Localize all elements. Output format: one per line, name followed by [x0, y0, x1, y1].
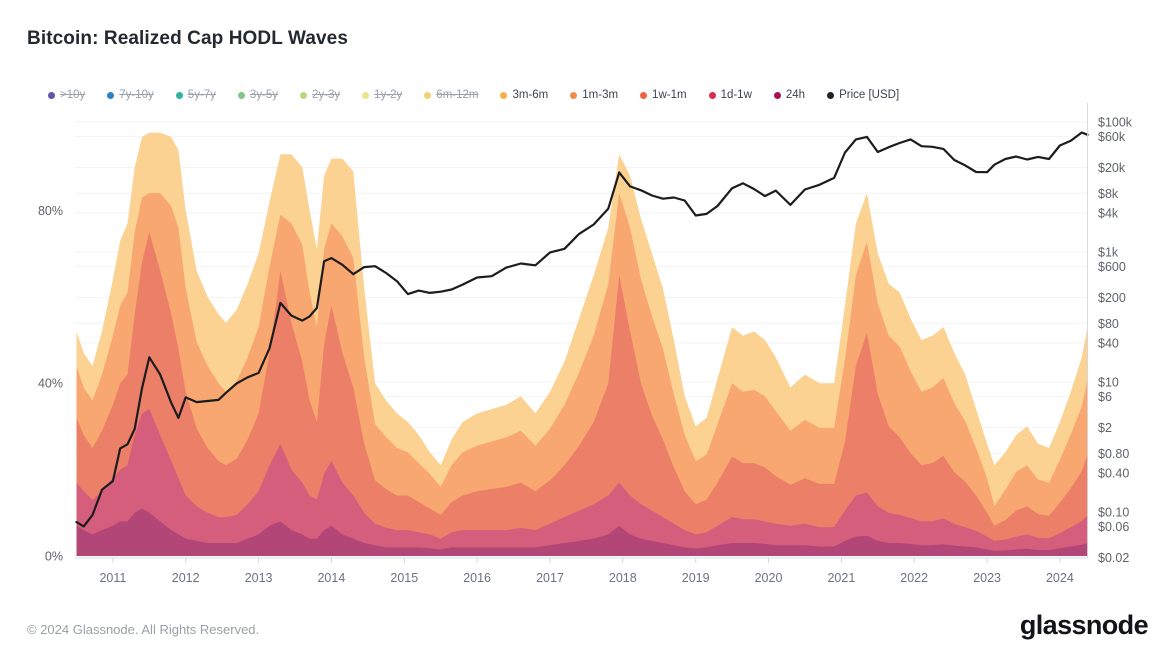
- right-axis-tick-label: $0.06: [1098, 520, 1129, 534]
- area-band-1d-1w: [76, 409, 1088, 556]
- legend-dot-icon: [708, 91, 716, 99]
- legend-dot-icon: [424, 91, 432, 99]
- legend-dot-icon: [175, 91, 183, 99]
- year-tick-label: 2023: [973, 571, 1001, 585]
- legend-item-label: 1y-2y: [374, 89, 403, 101]
- legend-dot-icon: [48, 91, 55, 99]
- legend-dot-icon: [362, 91, 370, 99]
- year-tick-label: 2012: [172, 571, 200, 585]
- legend-item-3y-5y[interactable]: 3y-5y: [237, 89, 279, 101]
- legend-item-label: 6m-12m: [436, 89, 479, 101]
- right-axis-tick-label: $6: [1098, 390, 1112, 404]
- year-tick-label: 2020: [755, 571, 783, 585]
- left-axis-tick-label: 80%: [38, 204, 63, 218]
- legend-item-label: 24h: [785, 89, 806, 101]
- copyright-text: © 2024 Glassnode. All Rights Reserved.: [27, 622, 260, 637]
- right-axis-tick-label: $80: [1098, 317, 1119, 331]
- area-band-24h: [76, 508, 1088, 556]
- legend-item-label: 3y-5y: [249, 89, 279, 101]
- legend-item-3m-6m[interactable]: 3m-6m: [500, 89, 548, 101]
- right-axis-tick-label: $2: [1098, 421, 1112, 435]
- right-axis-tick-label: $600: [1098, 260, 1126, 274]
- legend-item-1m-3m[interactable]: 1m-3m: [570, 89, 618, 101]
- right-axis-tick-label: $1k: [1098, 246, 1119, 260]
- legend: >10y 7y-10y 5y-7y 3y-5y 2y-3y 1y-2y 6m-12m 3m-6…: [48, 89, 899, 101]
- right-axis-tick-label: $40: [1098, 336, 1119, 350]
- legend-item-7y-10y[interactable]: 7y-10y: [107, 89, 154, 101]
- legend-dot-icon: [500, 91, 508, 99]
- legend-dot-icon: [300, 91, 308, 99]
- year-tick-label: 2019: [682, 571, 710, 585]
- legend-item-6m-12m[interactable]: 6m-12m: [424, 89, 478, 101]
- legend-item-label: 1m-3m: [582, 89, 619, 101]
- legend-item-5y-7y[interactable]: 5y-7y: [175, 89, 216, 101]
- right-axis-tick-label: $0.40: [1098, 466, 1129, 480]
- legend-dot-icon: [570, 91, 578, 99]
- legend-item-10y[interactable]: >10y: [48, 89, 85, 101]
- right-axis-tick-label: $0.02: [1098, 551, 1129, 565]
- left-axis-tick-label: 0%: [45, 550, 63, 564]
- year-tick-label: 2021: [827, 571, 855, 585]
- year-tick-label: 2015: [390, 571, 418, 585]
- left-axis-tick-label: 40%: [38, 377, 63, 391]
- glassnode-logo: glassnode: [1019, 610, 1149, 640]
- right-axis-tick-label: $60k: [1098, 130, 1126, 144]
- year-tick-label: 2024: [1046, 571, 1074, 585]
- legend-item-24h[interactable]: 24h: [773, 89, 806, 101]
- year-tick-label: 2014: [317, 571, 345, 585]
- year-tick-label: 2022: [900, 571, 928, 585]
- legend-item-label: 5y-7y: [187, 89, 216, 101]
- legend-dot-icon: [827, 91, 835, 99]
- right-axis-tick-label: $8k: [1098, 187, 1119, 201]
- legend-dot-icon: [237, 91, 245, 99]
- legend-item-label: 3m-6m: [512, 89, 549, 101]
- legend-item-label: 7y-10y: [119, 89, 154, 101]
- right-axis-tick-label: $4k: [1098, 206, 1119, 220]
- legend-item-1y-2y[interactable]: 1y-2y: [362, 89, 402, 101]
- legend-item-label: 1d-1w: [720, 89, 752, 101]
- legend-dot-icon: [773, 91, 781, 99]
- price-line: [75, 131, 1089, 528]
- year-tick-label: 2013: [245, 571, 273, 585]
- legend-item-label: >10y: [60, 89, 86, 101]
- right-axis-tick-label: $100k: [1098, 116, 1133, 130]
- year-tick-label: 2018: [609, 571, 637, 585]
- legend-item-label: 1w-1m: [652, 89, 687, 101]
- year-tick-label: 2016: [463, 571, 491, 585]
- right-axis-tick-label: $20k: [1098, 161, 1126, 175]
- right-axis-tick-label: $10: [1098, 376, 1119, 390]
- legend-dot-icon: [640, 91, 648, 99]
- legend-item-1d-1w[interactable]: 1d-1w: [708, 89, 752, 101]
- year-tick-label: 2017: [536, 571, 564, 585]
- legend-item-1w-1m[interactable]: 1w-1m: [640, 89, 687, 101]
- legend-item-label: Price [USD]: [839, 89, 900, 101]
- right-axis-tick-label: $200: [1098, 291, 1126, 305]
- page-title: Bitcoin: Realized Cap HODL Waves: [27, 28, 348, 49]
- legend-item-price-usd[interactable]: Price [USD]: [827, 89, 899, 101]
- legend-item-2y-3y[interactable]: 2y-3y: [300, 89, 340, 101]
- right-axis-tick-label: $0.80: [1098, 447, 1129, 461]
- legend-dot-icon: [107, 91, 115, 99]
- legend-item-label: 2y-3y: [312, 89, 341, 101]
- year-tick-label: 2011: [99, 571, 126, 585]
- right-axis-tick-label: $0.10: [1098, 506, 1129, 520]
